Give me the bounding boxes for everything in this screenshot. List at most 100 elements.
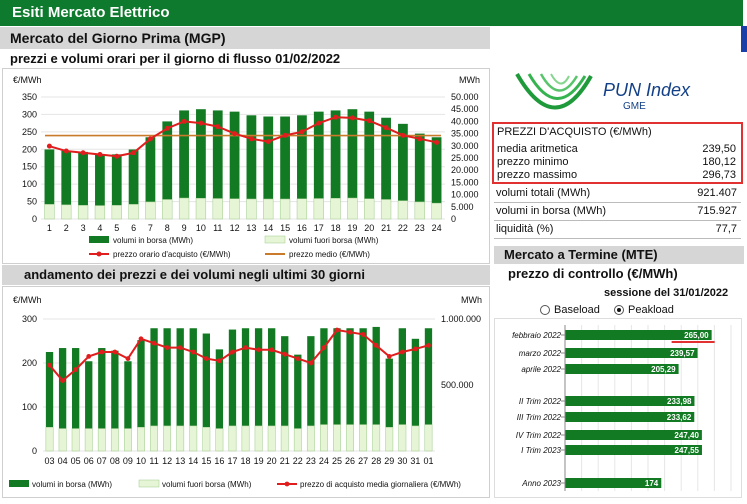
x-tick-label: 26 xyxy=(345,456,355,466)
bar-volumi-fuori-borsa xyxy=(364,198,375,220)
bar-volumi-fuori-borsa xyxy=(215,428,224,452)
x-tick-label: 24 xyxy=(432,223,442,233)
point-prezzo-orario xyxy=(366,118,372,124)
bar-volumi-borsa xyxy=(280,116,290,199)
point-prezzo-orario xyxy=(97,152,103,158)
bar-volumi-borsa xyxy=(72,348,80,429)
mte-chart-panel: febbraio 2022 265,00 marzo 2022 239,57 april… xyxy=(494,318,742,498)
bar-volumi-borsa xyxy=(229,111,240,199)
y-axis-label-right: MWh xyxy=(459,75,480,85)
bar-volumi-borsa xyxy=(202,333,210,428)
bar-volumi-borsa xyxy=(372,326,380,425)
pun-logo: PUN Index GME xyxy=(495,70,741,120)
hourly-chart: €/MWh MWh 0 50 100 150 200 250 300 350 0 5.000 10.00… xyxy=(13,75,480,259)
stat-value: 77,7 xyxy=(715,223,737,235)
bar-prezzo-controllo xyxy=(565,330,712,340)
bar-volumi-fuori-borsa xyxy=(267,425,276,452)
x-tick-label: 27 xyxy=(358,456,368,466)
bar-value-label: 247,40 xyxy=(674,431,699,440)
y-axis-label-left: €/MWh xyxy=(13,75,42,85)
bar-volumi-fuori-borsa xyxy=(178,197,190,220)
point-prezzo-orario xyxy=(316,120,322,126)
mte-section-header: Mercato a Termine (MTE) xyxy=(494,246,744,264)
x-tick-label: 16 xyxy=(214,456,224,466)
x-tick-label: 08 xyxy=(110,456,120,466)
point-prezzo-orario xyxy=(114,153,120,159)
bar-value-label: 174 xyxy=(645,479,659,488)
y-tick-label: 0 xyxy=(32,214,37,224)
category-label: febbraio 2022 xyxy=(512,331,561,340)
bar-volumi-borsa xyxy=(128,149,139,205)
x-tick-label: 1 xyxy=(47,223,52,233)
legend-label-fuori: volumi fuori borsa (MWh) xyxy=(162,480,252,489)
point-prezzo-giornaliero xyxy=(256,347,261,353)
x-tick-label: 11 xyxy=(149,456,158,466)
bar-prezzo-controllo xyxy=(565,364,679,374)
y2-tick-label: 45.000 xyxy=(451,104,479,114)
x-tick-label: 16 xyxy=(297,223,307,233)
y2-tick-label: 40.000 xyxy=(451,116,479,126)
radio-dot xyxy=(617,308,621,312)
legend-label-fuori: volumi fuori borsa (MWh) xyxy=(289,236,379,245)
bar-volumi-fuori-borsa xyxy=(228,425,237,452)
bar-volumi-borsa xyxy=(111,350,119,429)
bar-volumi-borsa xyxy=(111,154,122,206)
x-tick-label: 01 xyxy=(423,456,433,466)
bar-volumi-fuori-borsa xyxy=(280,425,289,452)
radio-baseload[interactable] xyxy=(540,305,550,315)
bar-volumi-borsa xyxy=(215,349,224,429)
history-chart-title: andamento dei prezzi e dei volumi negli … xyxy=(24,267,365,282)
bar-volumi-borsa xyxy=(313,111,324,199)
bar-volumi-fuori-borsa xyxy=(385,426,394,452)
pun-logo-text: PUN Index xyxy=(603,80,691,100)
x-tick-label: 3 xyxy=(81,223,86,233)
bar-volumi-borsa xyxy=(95,154,105,206)
bar-volumi-fuori-borsa xyxy=(94,205,106,220)
pun-logo-mark xyxy=(515,73,593,110)
bar-volumi-borsa xyxy=(44,149,55,205)
bar-volumi-fuori-borsa xyxy=(110,428,119,452)
point-prezzo-giornaliero xyxy=(177,345,183,350)
y-tick-label: 50 xyxy=(27,197,37,207)
bar-volumi-borsa xyxy=(385,358,393,428)
pun-row-max: prezzo massimo 296,73 xyxy=(497,169,736,181)
legend-swatch-borsa xyxy=(89,236,109,243)
point-prezzo-giornaliero xyxy=(230,349,235,355)
bar-volumi-borsa xyxy=(163,328,171,426)
bar-volumi-fuori-borsa xyxy=(61,204,72,220)
option-peakload[interactable]: Peakload xyxy=(614,304,674,316)
bar-volumi-fuori-borsa xyxy=(111,205,122,220)
stat-volumi-totali: volumi totali (MWh) 921.407 xyxy=(494,185,741,203)
mte-chart: febbraio 2022 265,00 marzo 2022 239,57 april… xyxy=(512,325,732,491)
bar-volumi-fuori-borsa xyxy=(145,201,156,220)
bar-volumi-fuori-borsa xyxy=(372,424,381,452)
x-tick-label: 04 xyxy=(58,456,68,466)
y2-tick-label: 15.000 xyxy=(451,177,479,187)
x-tick-label: 17 xyxy=(227,456,237,466)
pun-row-mean: media aritmetica 239,50 xyxy=(497,143,736,155)
x-tick-label: 21 xyxy=(280,456,290,466)
bar-volumi-borsa xyxy=(359,328,367,425)
bar-volumi-fuori-borsa xyxy=(124,428,132,452)
bar-volumi-fuori-borsa xyxy=(45,426,54,452)
radio-peakload[interactable] xyxy=(614,305,624,315)
option-baseload[interactable]: Baseload xyxy=(540,304,600,316)
mte-session: sessione del 31/01/2022 xyxy=(604,287,729,299)
x-tick-label: 6 xyxy=(131,223,136,233)
y-tick-label: 100 xyxy=(22,402,37,412)
bar-volumi-fuori-borsa xyxy=(150,425,158,452)
stat-liquidita: liquidità (%) 77,7 xyxy=(494,221,741,239)
bar-volumi-borsa xyxy=(145,137,156,202)
x-tick-label: 24 xyxy=(319,456,329,466)
y2-tick-label: 500.000 xyxy=(441,380,474,390)
legend-label-prezzo: prezzo di acquisto media giornaliera (€/… xyxy=(300,480,461,489)
x-tick-label: 13 xyxy=(246,223,256,233)
point-prezzo-orario xyxy=(383,125,389,131)
pun-row-min-label: prezzo minimo xyxy=(497,156,569,168)
x-tick-label: 15 xyxy=(201,456,211,466)
bar-volumi-fuori-borsa xyxy=(398,424,407,452)
mte-section-title: Mercato a Termine (MTE) xyxy=(504,247,658,262)
point-prezzo-orario xyxy=(248,136,254,142)
bar-prezzo-controllo xyxy=(565,412,695,422)
point-prezzo-orario xyxy=(349,115,355,121)
